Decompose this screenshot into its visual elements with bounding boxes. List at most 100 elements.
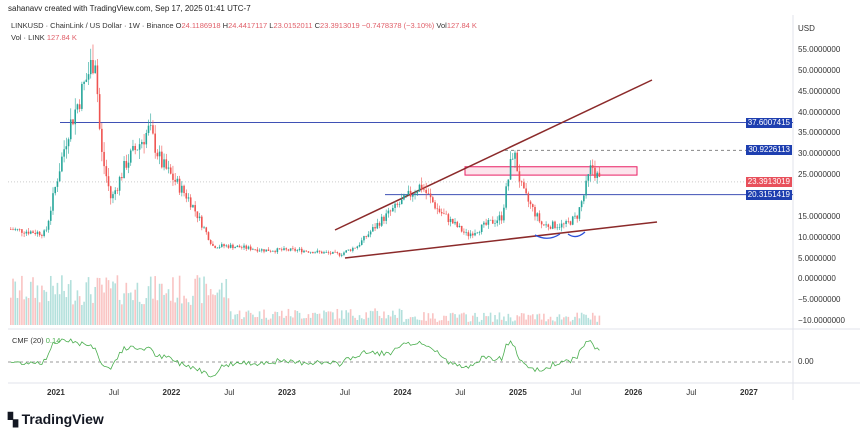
volume-bar <box>63 290 65 325</box>
volume-bar <box>380 318 383 325</box>
tradingview-logo[interactable]: ▚ TradingView <box>8 411 104 428</box>
candle-body <box>356 246 359 248</box>
candle-body <box>434 202 436 209</box>
candle-body <box>89 60 92 75</box>
volume-bar <box>61 275 63 325</box>
volume-bar <box>141 304 143 325</box>
candle-body <box>127 162 130 168</box>
volume-bar <box>525 319 527 325</box>
candle-body <box>565 221 567 225</box>
time-tick: 2025 <box>509 388 527 397</box>
candle-body <box>267 249 270 251</box>
candle-body <box>518 171 521 182</box>
candle-body <box>558 227 561 229</box>
volume-bar <box>165 293 168 325</box>
volume-bar <box>107 280 110 325</box>
candle-body <box>305 250 308 252</box>
volume-bar <box>109 288 112 325</box>
candle-body <box>389 210 392 212</box>
candle-body <box>507 179 510 187</box>
volume-bar <box>143 304 145 325</box>
candle-body <box>358 244 361 247</box>
volume-bar <box>443 315 445 325</box>
candle-body <box>238 245 241 248</box>
volume-bar <box>523 313 525 325</box>
volume-bar <box>518 316 521 325</box>
volume-bar <box>472 315 474 325</box>
volume-bar <box>221 282 223 325</box>
time-tick: Jul <box>455 388 466 397</box>
candle-body <box>218 246 221 248</box>
candle-body <box>560 223 563 228</box>
volume-bar <box>327 311 330 325</box>
candle-body <box>460 225 463 232</box>
candle-body <box>587 174 590 181</box>
candle-body <box>114 190 116 195</box>
volume-bar <box>469 321 472 325</box>
volume-bar <box>480 319 483 325</box>
volume-bar <box>152 298 154 325</box>
candle-body <box>429 193 432 198</box>
volume-bar <box>34 297 37 325</box>
high-value: 24.4417117 <box>228 21 268 30</box>
candle-body <box>440 212 443 214</box>
candle-body <box>67 139 70 147</box>
double-bottom-arc <box>534 231 586 239</box>
volume-bar <box>274 311 276 325</box>
volume-bar <box>487 316 490 325</box>
candle-body <box>243 245 245 248</box>
volume-bar <box>540 319 543 325</box>
price-tick: 25.0000000 <box>798 170 841 180</box>
volume-bar <box>474 312 476 325</box>
volume-bar <box>498 312 501 325</box>
time-tick: Jul <box>224 388 235 397</box>
volume-bar <box>25 296 28 325</box>
volume-bar <box>176 297 179 325</box>
volume-bar <box>427 313 430 325</box>
candle-body <box>214 245 216 248</box>
volume-bar <box>467 321 470 325</box>
candle-body <box>254 249 256 250</box>
candle-body <box>398 204 401 205</box>
volume-bar <box>147 286 150 325</box>
cmf-value: 0.14 <box>45 336 61 345</box>
volume-bar <box>76 290 79 325</box>
volume-bar <box>203 276 205 325</box>
candle-body <box>343 252 345 255</box>
volume-bar <box>376 310 379 325</box>
time-tick: Jul <box>108 388 119 397</box>
candle-body <box>491 219 494 224</box>
candle-body <box>436 208 439 210</box>
volume-bar <box>598 315 601 325</box>
symbol-info: LINKUSD · ChainLink / US Dollar · 1W · B… <box>11 21 174 30</box>
candle-body <box>85 79 88 82</box>
candle-body <box>525 188 527 194</box>
price-tick: 15.0000000 <box>798 211 841 221</box>
volume-bar <box>574 316 576 325</box>
volume-bar <box>52 285 54 325</box>
candle-body <box>138 144 141 150</box>
candle-body <box>487 220 490 225</box>
candle-body <box>76 104 79 110</box>
candle-body <box>158 151 161 157</box>
time-tick: 2022 <box>162 388 181 397</box>
candle-body <box>567 221 570 222</box>
volume-legend: Vol · LINK 127.84 K <box>11 33 77 42</box>
open-value: 24.1186918 <box>181 21 221 30</box>
volume-bar <box>432 313 434 325</box>
candle-body <box>514 152 516 159</box>
volume-bar <box>509 317 512 325</box>
volume-bar <box>127 293 130 325</box>
volume-bar <box>121 304 123 325</box>
volume-bar <box>118 299 121 325</box>
candle-body <box>378 222 381 226</box>
volume-bar <box>129 292 132 325</box>
volume-bar <box>201 303 203 325</box>
volume-bar <box>369 310 372 325</box>
volume-bar <box>225 279 228 325</box>
candle-body <box>183 185 185 194</box>
volume-bar <box>138 301 141 325</box>
candle-body <box>174 179 176 182</box>
volume-bar <box>134 289 136 325</box>
